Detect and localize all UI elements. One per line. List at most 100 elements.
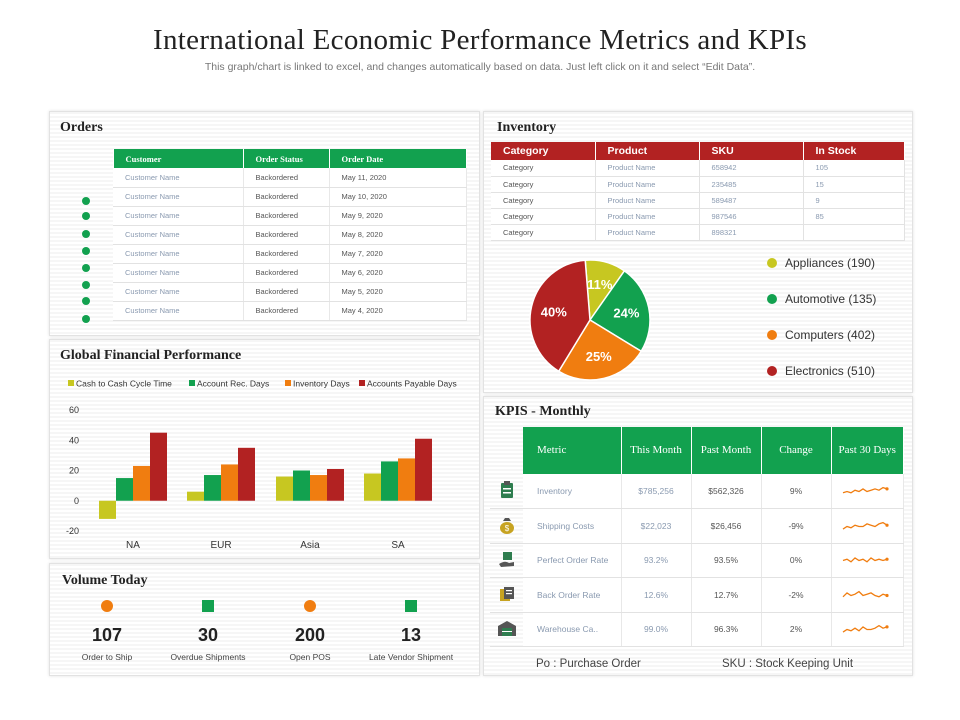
financial-title: Global Financial Performance	[60, 348, 242, 363]
kpi-cell-change: 2%	[761, 612, 832, 647]
inventory-cell-sku: 987546	[699, 208, 804, 225]
volume-label: Overdue Shipments	[170, 652, 246, 662]
orders-cell-customer: Customer Name	[113, 244, 244, 264]
bar-eur-1[interactable]	[204, 475, 221, 501]
kpi-col-metric[interactable]: Metric	[523, 427, 622, 474]
inventory-cell-stock	[803, 224, 905, 241]
orders-cell-customer: Customer Name	[113, 301, 244, 321]
volume-panel	[49, 563, 480, 676]
square-marker-icon	[405, 600, 417, 612]
bar-sa-0[interactable]	[364, 473, 381, 501]
bar-asia-1[interactable]	[293, 470, 310, 501]
kpi-row[interactable]: Back Order Rate 12.6% 12.7% -2%	[490, 577, 904, 613]
kpi-row[interactable]: $ Shipping Costs $22,023 $26,456 -9%	[490, 508, 904, 544]
inventory-cell-stock: 85	[803, 208, 905, 225]
inventory-col-stock[interactable]: In Stock	[803, 142, 905, 160]
orders-row[interactable]: Customer Name Backordered May 7, 2020	[61, 244, 467, 264]
bar-sa-1[interactable]	[381, 461, 398, 501]
orders-row[interactable]: Customer Name Backordered May 5, 2020	[61, 282, 467, 302]
orders-row[interactable]: Customer Name Backordered May 4, 2020	[61, 301, 467, 321]
bar-na-3[interactable]	[150, 432, 167, 501]
kpi-table: Metric This Month Past Month Change Past…	[490, 427, 904, 647]
kpi-cell-this-month: 12.6%	[621, 577, 692, 613]
legend-label: Automotive (135)	[785, 292, 877, 306]
bar-na-1[interactable]	[116, 478, 133, 501]
volume-title: Volume Today	[62, 573, 148, 588]
bar-eur-2[interactable]	[221, 464, 238, 501]
kpi-col-this-month[interactable]: This Month	[621, 427, 692, 474]
kpi-row[interactable]: Warehouse Ca.. 99.0% 96.3% 2%	[490, 612, 904, 647]
order-status-dot	[82, 247, 90, 255]
inventory-row[interactable]: Category Product Name 235485 15	[491, 176, 905, 193]
orders-col-status[interactable]: Order Status	[243, 149, 330, 168]
footnote-sku: SKU : Stock Keeping Unit	[722, 658, 854, 670]
legend-label: Electronics (510)	[785, 364, 876, 378]
inventory-row[interactable]: Category Product Name 898321	[491, 224, 905, 241]
inventory-pie-chart: 11%24% 25% 40%	[529, 259, 651, 381]
financial-bar-chart: Cash to Cash Cycle Time Account Rec. Days…	[66, 379, 457, 552]
orders-col-customer[interactable]: Customer	[113, 149, 244, 168]
orders-row[interactable]: Customer Name Backordered May 9, 2020	[61, 206, 467, 226]
bar-legend-swatch	[189, 380, 195, 386]
kpi-cell-this-month: $785,256	[621, 474, 692, 509]
kpi-row[interactable]: Perfect Order Rate 93.2% 93.5% 0%	[490, 543, 904, 578]
pie-slice-automotive[interactable]	[588, 269, 651, 353]
sparkline-trend	[842, 625, 889, 633]
pie-slice-electronics[interactable]	[529, 259, 591, 373]
kpi-cell-this-month: 99.0%	[621, 612, 692, 647]
inventory-row[interactable]: Category Product Name 589487 9	[491, 192, 905, 209]
orders-title: Orders	[60, 120, 103, 135]
inventory-cell-sku: 898321	[699, 224, 804, 241]
hand-box-icon	[498, 552, 514, 568]
order-status-dot	[82, 212, 90, 220]
bar-asia-0[interactable]	[276, 476, 293, 501]
kpi-col-past-30-days[interactable]: Past 30 Days	[831, 427, 904, 474]
volume-value: 30	[197, 625, 219, 645]
order-status-dot	[82, 315, 90, 323]
pie-slice-computers[interactable]	[557, 318, 643, 381]
volume-label: Order to Ship	[81, 652, 133, 662]
kpi-cell-change: 0%	[761, 543, 832, 578]
orders-cell-customer: Customer Name	[113, 206, 244, 226]
orders-table: Customer Order Status Order Date Custome…	[61, 149, 467, 321]
orders-cell-date: May 7, 2020	[329, 244, 467, 264]
volume-stat: 200 Open POS	[255, 600, 365, 662]
kpi-col-change[interactable]: Change	[761, 427, 832, 474]
orders-row[interactable]: Customer Name Backordered May 6, 2020	[61, 263, 467, 283]
pie-pct-label: 40%	[541, 304, 567, 319]
bar-asia-3[interactable]	[327, 468, 344, 501]
bar-na-0[interactable]	[99, 500, 116, 519]
bar-sa-3[interactable]	[415, 438, 432, 501]
bar-na-2[interactable]	[133, 465, 150, 501]
bar-legend-label: Cash to Cash Cycle Time	[76, 379, 172, 389]
inventory-col-sku[interactable]: SKU	[699, 142, 804, 160]
inventory-col-product[interactable]: Product	[595, 142, 700, 160]
orders-row[interactable]: Customer Name Backordered May 10, 2020	[61, 187, 467, 207]
orders-cell-status: Backordered	[243, 263, 330, 283]
inventory-row[interactable]: Category Product Name 658942 105	[491, 160, 905, 177]
orders-col-date[interactable]: Order Date	[329, 149, 467, 168]
orders-row[interactable]: Customer Name Backordered May 11, 2020	[61, 168, 467, 188]
kpi-row[interactable]: Inventory $785,256 $562,326 9%	[490, 474, 904, 509]
inventory-cell-product: Product Name	[595, 160, 700, 177]
bar-asia-2[interactable]	[310, 475, 327, 501]
bar-eur-3[interactable]	[238, 447, 255, 501]
orders-cell-status: Backordered	[243, 168, 330, 188]
pie-pct-label: 11%	[587, 277, 613, 292]
pie-pct-label: 25%	[586, 349, 612, 364]
inventory-col-category[interactable]: Category	[491, 142, 596, 160]
bar-eur-0[interactable]	[187, 491, 204, 501]
square-marker-icon	[202, 600, 214, 612]
orders-cell-date: May 11, 2020	[329, 168, 467, 188]
volume-label: Open POS	[289, 652, 331, 662]
kpi-col-past-month[interactable]: Past Month	[691, 427, 762, 474]
page-title: International Economic Performance Metri…	[153, 24, 807, 56]
inventory-cell-stock: 105	[803, 160, 905, 177]
volume-value: 13	[400, 625, 422, 645]
y-tick-label: 60	[69, 405, 79, 415]
orders-row[interactable]: Customer Name Backordered May 8, 2020	[61, 225, 467, 245]
x-category-label: Asia	[300, 540, 320, 551]
x-category-label: NA	[126, 540, 140, 551]
bar-sa-2[interactable]	[398, 458, 415, 501]
inventory-row[interactable]: Category Product Name 987546 85	[491, 208, 905, 225]
